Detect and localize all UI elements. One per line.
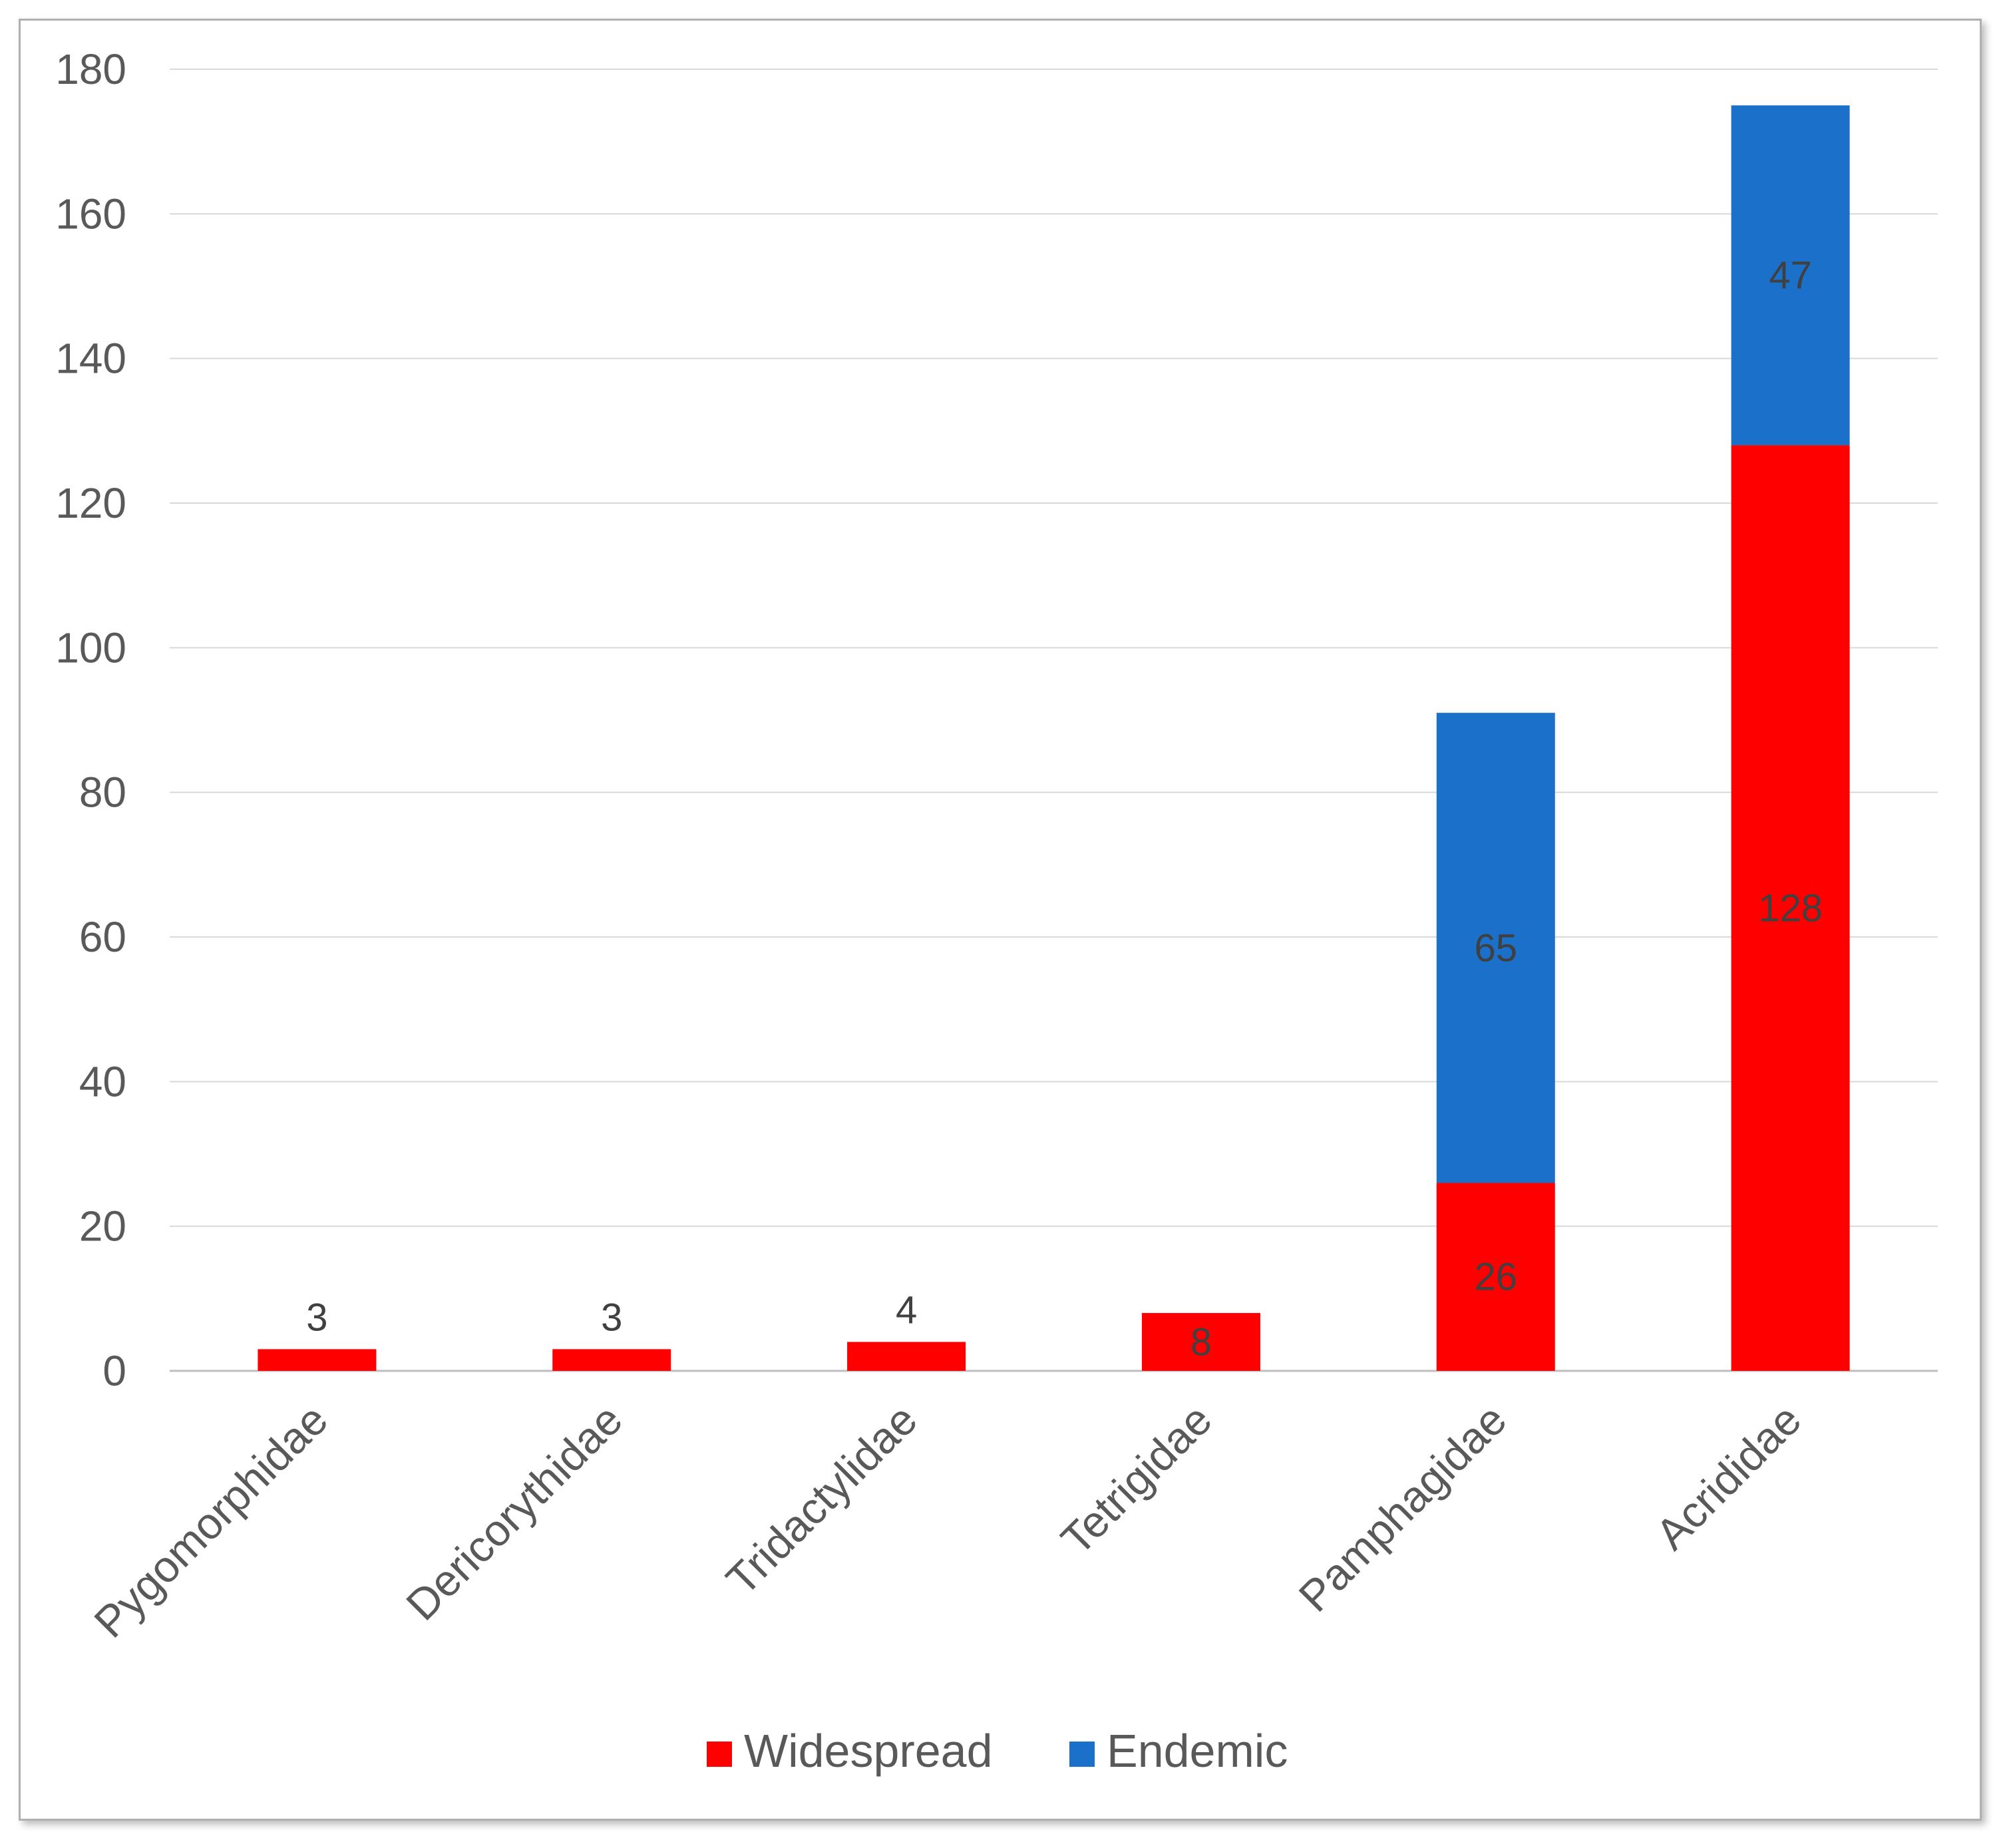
legend-label-widespread: Widespread: [744, 1725, 993, 1777]
x-category-label: Pygomorphidae: [85, 1395, 337, 1647]
bar-widespread-tetrigidae: [1141, 1313, 1260, 1371]
bar-endemic-pamphagidae: [1436, 713, 1555, 1183]
bar-widespread-pygomorphidae: [258, 1349, 377, 1371]
y-tick-label: 140: [55, 335, 126, 383]
y-tick-label: 160: [55, 190, 126, 238]
legend-swatch-endemic: [1069, 1742, 1095, 1767]
y-tick-label: 60: [79, 913, 126, 961]
bar-widespread-dericorythidae: [552, 1349, 671, 1371]
y-tick-label: 80: [79, 769, 126, 817]
legend-swatch-widespread: [707, 1742, 732, 1767]
data-label: 8: [1190, 1321, 1212, 1364]
data-label: 3: [601, 1296, 622, 1339]
legend-label-endemic: Endemic: [1107, 1725, 1288, 1777]
x-category-label: Dericorythidae: [397, 1395, 632, 1630]
bar-widespread-tridactylidae: [847, 1342, 966, 1371]
y-tick-label: 20: [79, 1202, 126, 1250]
chart-frame: [19, 19, 1982, 1821]
x-category-label: Tridactylidae: [717, 1395, 926, 1604]
y-tick-label: 100: [55, 624, 126, 671]
data-label: 128: [1758, 887, 1823, 930]
y-tick-label: 120: [55, 479, 126, 527]
y-tick-label: 0: [102, 1347, 126, 1395]
data-label: 4: [896, 1289, 917, 1332]
data-label: 3: [306, 1296, 327, 1339]
y-tick-label: 180: [55, 45, 126, 93]
data-label: 65: [1474, 926, 1517, 970]
bar-widespread-acrididae: [1731, 445, 1850, 1371]
x-category-label: Tetrigidae: [1051, 1395, 1221, 1565]
bar-widespread-pamphagidae: [1436, 1183, 1555, 1371]
data-label: 47: [1769, 254, 1812, 297]
x-category-label: Acrididae: [1646, 1395, 1811, 1559]
y-tick-label: 40: [79, 1057, 126, 1105]
bar-endemic-acrididae: [1731, 105, 1850, 446]
data-label: 26: [1474, 1256, 1517, 1299]
x-category-label: Pamphagidae: [1289, 1395, 1515, 1621]
